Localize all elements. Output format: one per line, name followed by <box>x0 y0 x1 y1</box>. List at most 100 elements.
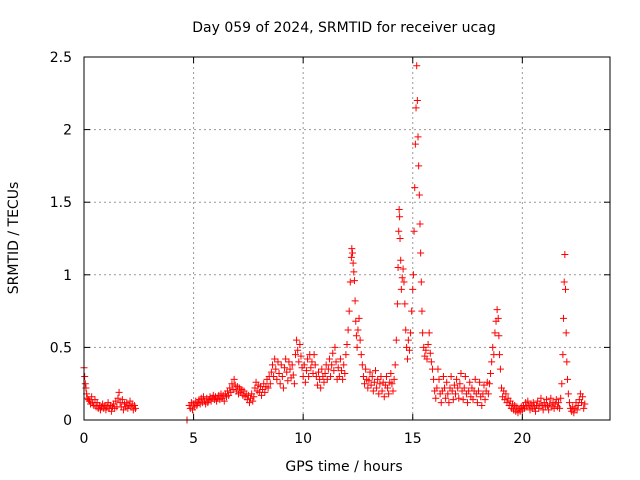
data-point <box>376 380 384 388</box>
data-point <box>88 393 96 401</box>
data-point <box>398 274 406 282</box>
data-point <box>304 355 312 363</box>
data-point <box>118 396 126 404</box>
y-tick-label: 0 <box>63 413 72 429</box>
data-point <box>276 380 284 388</box>
data-point <box>102 406 110 414</box>
data-point <box>454 384 462 392</box>
data-point <box>560 278 568 286</box>
data-point <box>524 397 532 405</box>
data-point <box>562 329 570 337</box>
data-point <box>557 394 565 402</box>
data-point <box>345 307 353 315</box>
data-point <box>328 361 336 369</box>
data-point <box>426 349 434 357</box>
data-point <box>444 390 452 398</box>
data-point <box>464 399 472 407</box>
data-point <box>358 361 366 369</box>
data-point <box>402 326 410 334</box>
data-point <box>356 336 364 344</box>
data-point <box>493 306 501 314</box>
data-point <box>315 368 323 376</box>
data-point <box>320 378 328 386</box>
data-point <box>220 397 228 405</box>
data-point <box>378 387 386 395</box>
data-point <box>323 375 331 383</box>
data-point <box>476 378 484 386</box>
data-point <box>228 380 236 388</box>
data-point <box>277 361 285 369</box>
data-point <box>380 393 388 401</box>
data-point <box>321 370 329 378</box>
data-point <box>542 396 550 404</box>
data-point <box>496 351 504 359</box>
data-point <box>457 370 465 378</box>
data-point <box>403 343 411 351</box>
data-point <box>352 332 360 340</box>
data-point <box>369 387 377 395</box>
data-point <box>418 307 426 315</box>
data-point <box>357 351 365 359</box>
data-point <box>351 297 359 305</box>
data-point <box>258 391 266 399</box>
data-point <box>427 358 435 366</box>
data-point <box>327 372 335 380</box>
chart-title: Day 059 of 2024, SRMTID for receiver uca… <box>192 20 495 36</box>
y-tick-label: 1.5 <box>50 195 72 211</box>
data-point <box>404 336 412 344</box>
data-point <box>344 326 352 334</box>
data-point <box>494 314 502 322</box>
data-point <box>250 393 258 401</box>
data-point <box>107 407 115 415</box>
data-point <box>226 384 234 392</box>
data-points <box>80 62 589 424</box>
data-point <box>350 268 358 276</box>
data-point <box>124 404 132 412</box>
data-point <box>443 378 451 386</box>
data-point <box>502 390 510 398</box>
data-point <box>573 406 581 414</box>
data-point <box>361 380 369 388</box>
data-point <box>343 340 351 348</box>
data-point <box>408 307 416 315</box>
data-point <box>433 384 441 392</box>
data-point <box>362 365 370 373</box>
y-tick-label: 1 <box>63 268 72 284</box>
data-point <box>580 404 588 412</box>
data-point <box>407 329 415 337</box>
data-point <box>385 390 393 398</box>
data-point <box>563 358 571 366</box>
data-point <box>495 332 503 340</box>
data-point <box>353 343 361 351</box>
data-point <box>469 396 477 404</box>
data-point <box>267 368 275 376</box>
data-point <box>466 378 474 386</box>
data-point <box>390 375 398 383</box>
data-point <box>359 372 367 380</box>
data-point <box>449 396 457 404</box>
data-point <box>329 349 337 357</box>
data-point <box>309 370 317 378</box>
data-point <box>382 372 390 380</box>
data-point <box>290 380 298 388</box>
data-point <box>401 300 409 308</box>
data-point <box>365 377 373 385</box>
data-point <box>316 375 324 383</box>
data-point <box>461 372 469 380</box>
data-point <box>286 365 294 373</box>
data-point <box>307 364 315 372</box>
data-point <box>395 227 403 235</box>
data-point <box>288 361 296 369</box>
data-point <box>289 371 297 379</box>
data-point <box>411 140 419 148</box>
data-point <box>347 253 355 261</box>
data-point <box>579 393 587 401</box>
plot-frame <box>83 56 611 421</box>
data-point <box>272 365 280 373</box>
x-tick-label: 15 <box>404 431 422 447</box>
data-point <box>84 396 92 404</box>
data-point <box>291 351 299 359</box>
data-point <box>564 390 572 398</box>
data-point <box>349 259 357 267</box>
data-point <box>268 361 276 369</box>
